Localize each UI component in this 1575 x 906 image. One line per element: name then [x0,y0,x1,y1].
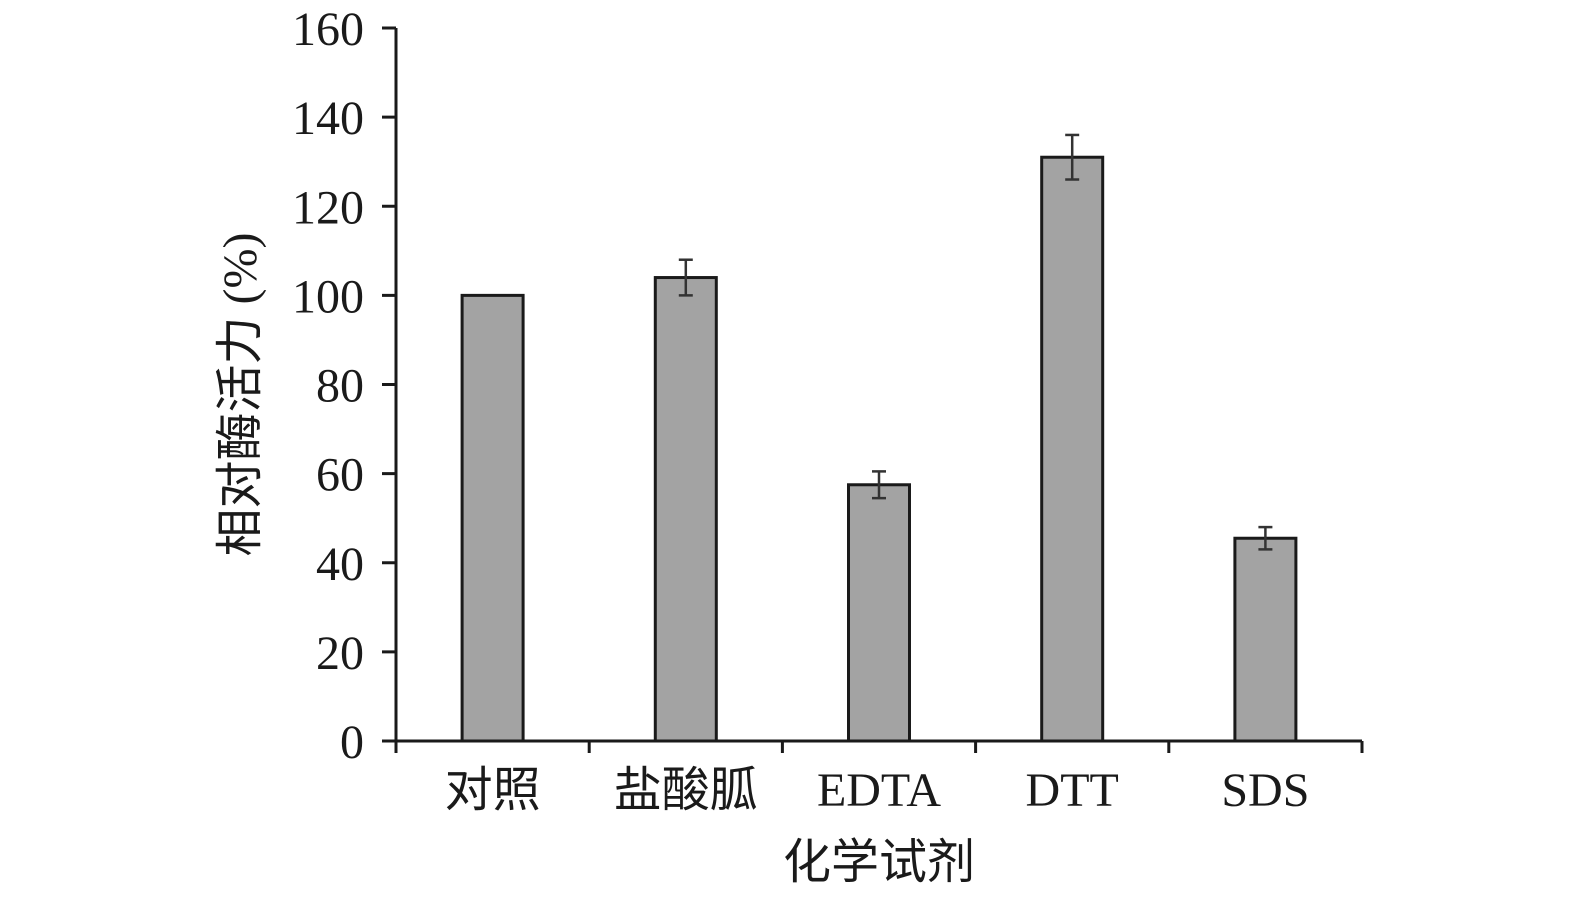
bar-2 [653,276,718,743]
y-tick-label: 100 [292,270,364,323]
y-tick-label: 20 [316,627,364,680]
y-tick-label: 0 [340,716,364,769]
error-bars-layer [678,133,1273,551]
x-axis-title: 化学试剂 [783,836,975,889]
x-category-label: EDTA [817,764,941,817]
x-category-label: 盐酸胍 [614,764,758,817]
y-ticks-layer: 0 20 40 60 80 100 120 140 160 [292,3,396,769]
y-axis-title: 相对酶活力 (%) [214,233,267,557]
bar-4 [1040,155,1105,743]
bar-1 [460,293,525,743]
bar-5 [1233,536,1298,743]
y-tick-label: 140 [292,92,364,145]
x-ticks-layer: 对照 盐酸胍 EDTA DTT SDS [394,741,1364,817]
y-tick-label: 160 [292,3,364,56]
y-tick-label: 120 [292,181,364,234]
y-tick-label: 60 [316,449,364,502]
bars-layer [460,155,1298,743]
x-category-label: DTT [1026,764,1119,817]
bar-3 [847,483,911,743]
x-category-label: 对照 [445,764,541,817]
y-tick-label: 40 [316,538,364,591]
y-tick-label: 80 [316,360,364,413]
x-category-label: SDS [1221,764,1309,817]
